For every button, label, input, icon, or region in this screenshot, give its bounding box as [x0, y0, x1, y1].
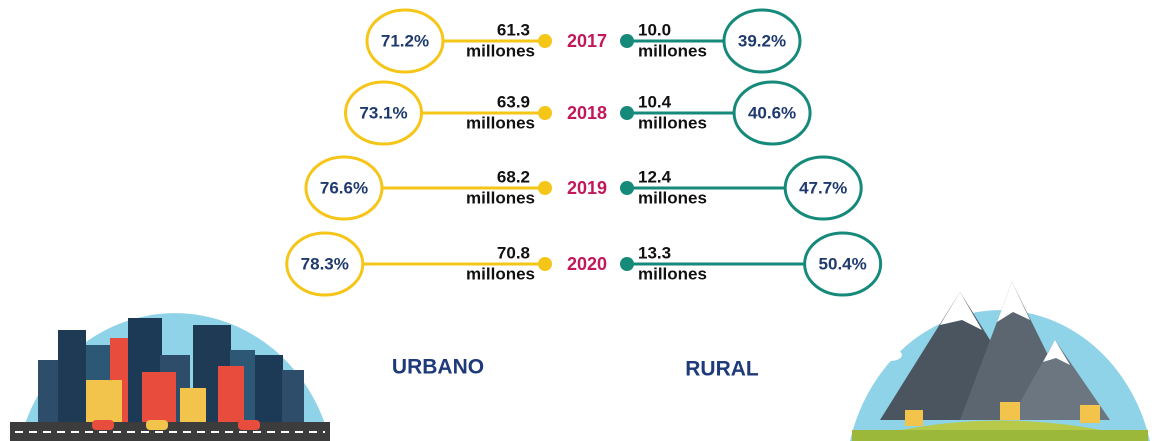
- rural-dot: [620, 257, 634, 271]
- year: 2017: [567, 31, 607, 51]
- urban-bubble: [344, 80, 424, 146]
- urban-bubble: [304, 155, 384, 221]
- rural-share: 50.4%: [819, 254, 867, 273]
- urban-bubble: [365, 8, 445, 74]
- urban-unit: millones: [466, 113, 535, 132]
- rural-bubble: [803, 231, 883, 297]
- rural-share: 40.6%: [748, 103, 796, 122]
- rural-amount: 13.3: [638, 243, 671, 262]
- city-illustration: [10, 287, 330, 441]
- urban-share: 78.3%: [301, 254, 349, 273]
- urban-unit: millones: [466, 264, 535, 283]
- rural-amount: 12.4: [638, 167, 672, 186]
- urban-amount: 70.8: [497, 243, 530, 262]
- urban-dot: [538, 34, 552, 48]
- rural-dot: [620, 106, 634, 120]
- urban-label: URBANO: [392, 356, 484, 379]
- rural-illustration: [850, 274, 1150, 441]
- urban-dot: [538, 257, 552, 271]
- rural-amount: 10.4: [638, 92, 672, 111]
- rural-bubble: [732, 80, 812, 146]
- urban-share: 71.2%: [381, 31, 429, 50]
- rural-unit: millones: [638, 188, 707, 207]
- urban-share: 76.6%: [320, 178, 368, 197]
- rural-unit: millones: [638, 264, 707, 283]
- rural-share: 47.7%: [799, 178, 847, 197]
- urban-bubble: [285, 231, 365, 297]
- rural-bubble: [783, 155, 863, 221]
- urban-amount: 63.9: [497, 92, 530, 111]
- rural-dot: [620, 34, 634, 48]
- rural-amount: 10.0: [638, 20, 671, 39]
- urban-amount: 68.2: [497, 167, 530, 186]
- urban-unit: millones: [466, 188, 535, 207]
- urban-dot: [538, 106, 552, 120]
- rural-label: RURAL: [685, 358, 759, 381]
- rural-share: 39.2%: [738, 31, 786, 50]
- rural-unit: millones: [638, 113, 707, 132]
- year: 2018: [567, 103, 607, 123]
- urban-unit: millones: [466, 41, 535, 60]
- urban-amount: 61.3: [497, 20, 530, 39]
- urban-dot: [538, 181, 552, 195]
- rural-unit: millones: [638, 41, 707, 60]
- rural-bubble: [722, 8, 802, 74]
- year: 2020: [567, 254, 607, 274]
- rural-dot: [620, 181, 634, 195]
- urban-share: 73.1%: [359, 103, 407, 122]
- year: 2019: [567, 178, 607, 198]
